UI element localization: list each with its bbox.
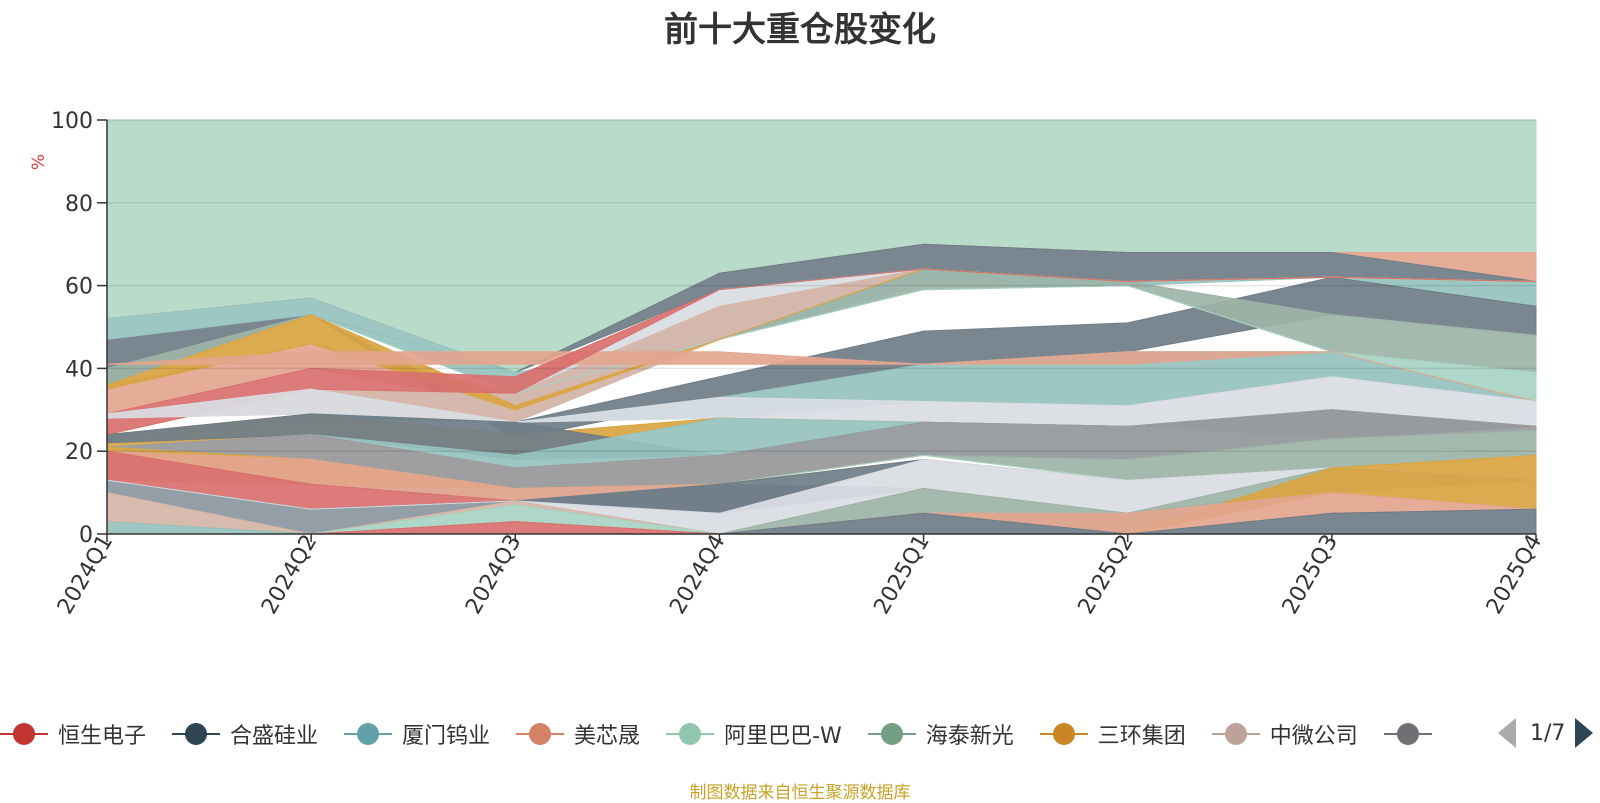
y-tick-label-20: 20 [65,440,93,465]
legend-item-1[interactable]: 合盛硅业 [172,718,318,750]
legend-item-0[interactable]: 恒生电子 [0,718,146,750]
legend-item-3[interactable]: 美芯晟 [516,718,640,750]
source-note: 制图数据来自恒生聚源数据库 [689,783,911,803]
x-tick-label-2024Q4: 2024Q4 [665,531,730,619]
y-axis-label: % [29,154,49,170]
x-tick-label-2024Q2: 2024Q2 [257,531,322,619]
legend-label: 三环集团 [1097,724,1186,749]
legend-next-page-icon[interactable] [1575,718,1594,748]
y-tick-label-100: 100 [51,109,93,134]
legend-pager: 1/7 [1498,718,1594,748]
legend-marker-icon [0,722,48,746]
legend-label: 海泰新光 [925,724,1014,749]
legend-item-2[interactable]: 厦门钨业 [344,718,490,750]
y-tick-label-40: 40 [65,357,93,382]
legend-marker-icon [666,722,715,746]
y-tick-label-80: 80 [65,192,93,217]
legend-item-8[interactable] [1383,722,1442,746]
legend-marker-icon [1383,722,1432,746]
legend-marker-icon [1039,722,1088,746]
legend-page-indicator: 1/7 [1530,720,1566,746]
legend-item-5[interactable]: 海泰新光 [867,718,1014,750]
x-tick-label-2025Q4: 2025Q4 [1482,531,1547,619]
legend-label: 中微公司 [1269,724,1358,749]
legend-marker-icon [867,722,916,746]
legend-label: 阿里巴巴-W [724,724,842,749]
legend-label: 厦门钨业 [402,724,491,749]
legend: 恒生电子 合盛硅业 厦门钨业 美芯晟 阿里巴巴-W 海泰新光 三环集团 中微公司 [0,712,1600,756]
legend-marker-icon [516,722,565,746]
legend-item-7[interactable]: 中微公司 [1211,718,1358,750]
legend-marker-icon [172,722,221,746]
y-tick-label-0: 0 [79,523,93,548]
x-tick-label-2025Q1: 2025Q1 [869,531,934,619]
area-band-9 [106,285,1537,403]
x-tick-label-2025Q3: 2025Q3 [1278,531,1343,619]
legend-label: 合盛硅业 [230,724,319,749]
legend-label: 美芯晟 [574,724,641,749]
legend-item-4[interactable]: 阿里巴巴-W [666,718,842,750]
legend-prev-page-icon[interactable] [1498,718,1516,748]
legend-label: 恒生电子 [58,724,147,749]
area-layer [106,119,1537,535]
area-band-13 [106,268,1537,436]
grid-layer [107,119,1536,452]
chart-title: 前十大重仓股变化 [664,10,936,50]
legend-marker-icon [1211,722,1260,746]
x-tick-label-2025Q2: 2025Q2 [1074,531,1139,619]
legend-item-6[interactable]: 三环集团 [1039,718,1186,750]
y-tick-label-60: 60 [65,275,93,300]
x-tick-label-2024Q3: 2024Q3 [461,531,526,619]
legend-marker-icon [344,722,393,746]
